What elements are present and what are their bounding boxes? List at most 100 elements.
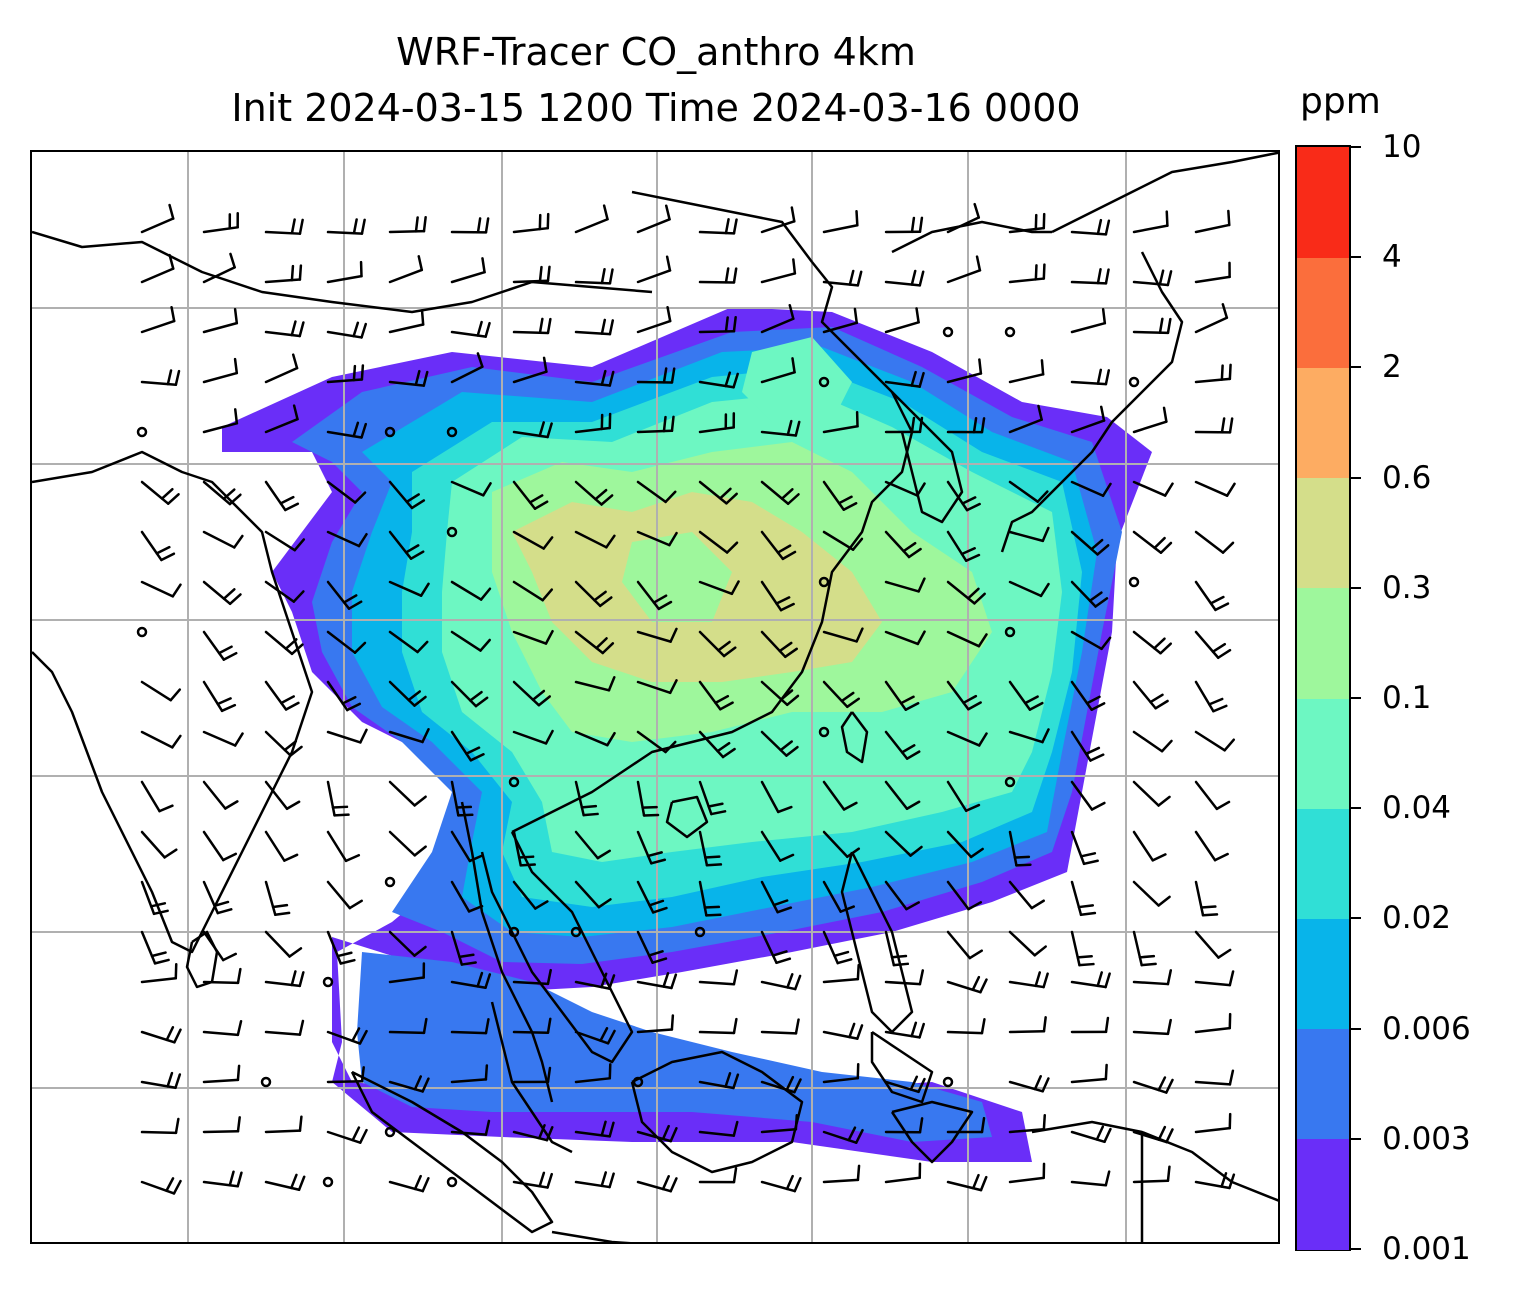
- wind-barb-feather: [791, 357, 796, 374]
- wind-barb-shaft: [822, 1076, 860, 1084]
- wind-barb-feather: [772, 899, 789, 907]
- wind-barb-shaft: [450, 1130, 488, 1136]
- wind-barb-shaft: [388, 229, 426, 234]
- wind-barb-shaft: [760, 1030, 798, 1035]
- wind-barb-shaft: [264, 230, 302, 235]
- wind-barb-feather: [360, 422, 368, 439]
- wind-barb-calm: [1004, 626, 1016, 638]
- wind-barb-feather: [538, 421, 545, 438]
- wind-barb-feather: [484, 217, 490, 234]
- wind-barb-feather: [978, 358, 983, 375]
- wind-barb-feather: [910, 269, 917, 286]
- wind-barb-feather: [413, 695, 427, 707]
- wind-barb-feather: [222, 588, 236, 600]
- wind-barb-feather: [1104, 369, 1111, 386]
- coastline: [891, 220, 1052, 254]
- wind-barb-feather: [786, 973, 794, 989]
- wind-barb-feather: [732, 218, 738, 235]
- wind-barb-shaft: [140, 1180, 176, 1195]
- wind-barb-shaft: [884, 780, 909, 810]
- colorbar-segment: [1297, 477, 1349, 589]
- wind-barb-feather: [1162, 406, 1168, 423]
- wind-barb-feather: [284, 638, 298, 650]
- wind-barb-feather: [221, 952, 238, 962]
- wind-barb-feather: [790, 206, 796, 223]
- wind-barb-feather: [236, 967, 242, 985]
- wind-barb-shaft: [512, 830, 522, 867]
- wind-barb-shaft: [326, 1130, 362, 1144]
- wind-barb-feather: [168, 203, 175, 220]
- wind-barb-feather: [600, 1171, 607, 1188]
- wind-barb-shaft: [202, 371, 239, 384]
- wind-barb-shaft: [574, 380, 612, 387]
- wind-barb-feather: [1101, 482, 1112, 498]
- wind-barb-shaft: [822, 1030, 859, 1040]
- wind-barb-feather: [606, 1029, 616, 1045]
- wind-barb-feather: [546, 1066, 552, 1084]
- wind-barb-feather: [717, 640, 731, 652]
- wind-barb-feather: [481, 257, 486, 274]
- wind-barb-shaft: [140, 730, 174, 749]
- wind-barb-feather: [972, 1173, 980, 1190]
- wind-barb-feather: [1217, 948, 1232, 959]
- wind-barb-shaft: [450, 1078, 488, 1084]
- wind-barb-shaft: [698, 580, 734, 596]
- wind-barb-feather: [607, 676, 616, 692]
- wind-barb-feather: [1228, 1173, 1236, 1190]
- wind-barb-feather: [794, 1114, 799, 1131]
- wind-barb-shaft: [884, 321, 920, 334]
- colorbar-segment: [1297, 257, 1349, 368]
- wind-barb-feather: [170, 305, 176, 323]
- wind-barb-shaft: [574, 280, 612, 285]
- wind-barb-feather: [918, 371, 925, 388]
- wind-barb-shaft: [202, 580, 232, 606]
- wind-barb-feather: [662, 367, 668, 384]
- wind-barb-shaft: [1194, 780, 1219, 811]
- wind-barb-feather: [1166, 317, 1172, 335]
- wind-barb-shaft: [388, 530, 413, 560]
- wind-barb-feather: [544, 629, 554, 645]
- wind-barb-feather: [652, 594, 668, 604]
- wind-barb-feather: [409, 550, 425, 560]
- wind-barb-feather: [833, 950, 850, 958]
- wind-barb-feather: [776, 906, 793, 914]
- wind-barb-feather: [1076, 955, 1093, 959]
- wind-barb-shaft: [140, 976, 178, 984]
- wind-barb-feather: [1077, 904, 1095, 909]
- coastline: [891, 391, 964, 524]
- wind-barb-feather: [965, 502, 981, 512]
- wind-barb-shaft: [1070, 680, 1093, 711]
- wind-barb-feather: [856, 963, 860, 981]
- wind-barb-feather: [465, 746, 481, 755]
- wind-barb-feather: [778, 641, 793, 653]
- wind-barb-shaft: [760, 220, 796, 234]
- colorbar-segment: [1297, 1138, 1349, 1250]
- wind-barb-shaft: [822, 280, 860, 287]
- wind-barb-shaft: [1194, 316, 1229, 334]
- wind-barb-feather: [1216, 648, 1232, 659]
- wind-barb-shaft: [450, 880, 471, 913]
- wind-barb-shaft: [760, 430, 798, 437]
- wind-barb-shaft: [636, 780, 646, 817]
- wind-barb-feather: [1165, 210, 1169, 227]
- wind-barb-shaft: [1008, 480, 1039, 503]
- wind-barb-feather: [222, 651, 238, 661]
- wind-barb-shaft: [1008, 1029, 1046, 1034]
- wind-barb-shaft: [450, 680, 478, 708]
- wind-barb-shaft: [450, 1030, 488, 1035]
- map-panel[interactable]: [30, 150, 1280, 1244]
- wind-barb-shaft: [1194, 377, 1232, 384]
- wind-barb-feather: [407, 690, 422, 702]
- wind-barb-shaft: [326, 1030, 362, 1045]
- wind-barb-feather: [793, 1078, 802, 1094]
- wind-barb-feather: [534, 900, 549, 910]
- wind-barb-feather: [1096, 268, 1102, 285]
- wind-barb-feather: [732, 969, 739, 986]
- wind-barb-feather: [670, 367, 676, 384]
- wind-barb-calm: [818, 726, 830, 738]
- wind-barb-shaft: [1194, 223, 1231, 234]
- wind-barb-shaft: [636, 429, 674, 434]
- wind-barb-feather: [705, 913, 722, 917]
- wind-barb-shaft: [202, 680, 224, 713]
- wind-barb-feather: [1090, 702, 1106, 711]
